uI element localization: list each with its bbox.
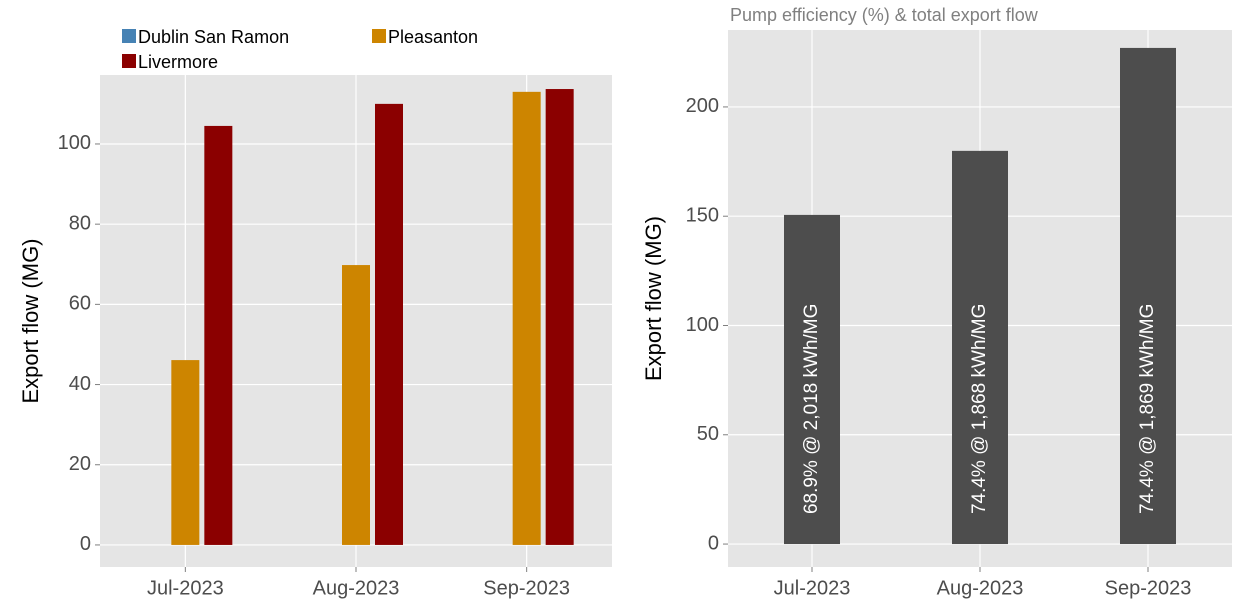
bar xyxy=(375,103,403,545)
y-tick-label: 60 xyxy=(69,293,91,315)
y-tick-label: 0 xyxy=(708,532,719,554)
y-tick-label: 100 xyxy=(686,314,719,336)
bar xyxy=(342,265,370,545)
chart-title: Pump efficiency (%) & total export flow xyxy=(730,5,1039,25)
y-axis-title: Export flow (MG) xyxy=(641,216,666,381)
bar xyxy=(784,214,840,545)
y-tick-label: 100 xyxy=(58,132,91,154)
y-tick-label: 40 xyxy=(69,373,91,395)
bar-annotation: 68.9% @ 2,018 kWh/MG xyxy=(801,304,822,514)
bar-annotation: 74.4% @ 1,868 kWh/MG xyxy=(969,304,990,514)
legend-label: Livermore xyxy=(138,52,218,72)
bar xyxy=(171,360,200,545)
bar xyxy=(952,150,1008,545)
y-tick-label: 0 xyxy=(80,533,91,555)
y-tick-label: 50 xyxy=(697,423,719,445)
x-tick-label: Jul-2023 xyxy=(774,577,851,599)
y-tick-label: 20 xyxy=(69,453,91,475)
bar-annotation: 74.4% @ 1,869 kWh/MG xyxy=(1137,304,1158,514)
bar xyxy=(1120,47,1176,545)
legend-swatch xyxy=(372,29,386,43)
bar xyxy=(545,89,574,545)
x-tick-label: Sep-2023 xyxy=(1105,577,1192,599)
x-tick-label: Aug-2023 xyxy=(313,577,400,599)
x-tick-label: Aug-2023 xyxy=(937,577,1024,599)
y-tick-label: 80 xyxy=(69,212,91,234)
legend-swatch xyxy=(122,29,136,43)
y-tick-label: 200 xyxy=(686,95,719,117)
legend-label: Dublin San Ramon xyxy=(138,27,289,47)
bar xyxy=(204,125,233,545)
y-tick-label: 150 xyxy=(686,204,719,226)
bar xyxy=(512,91,541,545)
legend-label: Pleasanton xyxy=(388,27,478,47)
x-tick-label: Jul-2023 xyxy=(147,577,224,599)
x-tick-label: Sep-2023 xyxy=(483,577,570,599)
y-axis-title: Export flow (MG) xyxy=(18,238,43,403)
legend-swatch xyxy=(122,54,136,68)
